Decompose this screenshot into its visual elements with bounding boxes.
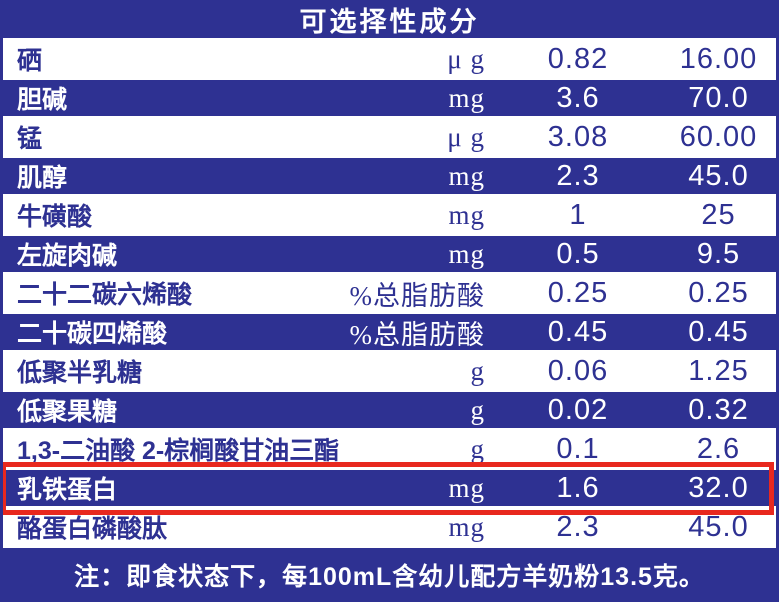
nutrient-value-1: 2.3 [556, 510, 600, 543]
nutrient-value-2: 2.6 [696, 432, 741, 465]
nutrient-value-2: 0.45 [688, 315, 749, 348]
nutrient-name: 二十二碳六烯酸 [17, 281, 193, 309]
nutrient-value-2: 45.0 [688, 510, 749, 543]
nutrient-name: 硒 [17, 47, 43, 75]
table-row: 胆碱 mg 3.6 70.0 [3, 80, 776, 116]
nutrient-unit: mg [448, 160, 485, 191]
nutrient-value-2: 0.25 [688, 276, 749, 309]
nutrient-value-1: 3.6 [556, 81, 600, 114]
nutrient-unit: g [470, 433, 485, 464]
nutrient-name: 胆碱 [17, 86, 68, 114]
nutrient-name: 牛磺酸 [17, 203, 93, 231]
nutrient-name: 锰 [17, 125, 43, 153]
nutrient-value-2: 32.0 [688, 471, 749, 504]
nutrient-value-1: 2.3 [556, 159, 600, 192]
nutrient-unit: mg [448, 238, 485, 269]
nutrient-unit: mg [448, 82, 485, 113]
table-row: 硒 μ g 0.82 16.00 [3, 41, 776, 77]
table-row: 乳铁蛋白 mg 1.6 32.0 [3, 470, 776, 506]
nutrient-value-2: 1.25 [688, 354, 749, 387]
nutrient-unit: %总脂肪酸 [349, 280, 485, 311]
nutrient-unit: mg [448, 511, 485, 542]
table-row: 酪蛋白磷酸肽 mg 2.3 45.0 [3, 509, 776, 545]
nutrient-value-1: 0.45 [547, 315, 609, 348]
nutrient-name: 低聚半乳糖 [17, 359, 143, 387]
nutrient-unit: mg [448, 199, 485, 230]
nutrient-unit: μ g [447, 121, 485, 152]
nutrient-value-2: 45.0 [688, 159, 749, 192]
nutrient-value-2: 9.5 [696, 237, 741, 270]
nutrient-name: 二十碳四烯酸 [17, 320, 168, 348]
nutrient-name: 肌醇 [17, 164, 68, 192]
nutrient-unit: %总脂肪酸 [349, 319, 485, 350]
table-row: 牛磺酸 mg 1 25 [3, 197, 776, 233]
table-row: 低聚半乳糖 g 0.06 1.25 [3, 353, 776, 389]
nutrient-name: 左旋肉碱 [17, 242, 118, 270]
table-row: 锰 μ g 3.08 60.00 [3, 119, 776, 155]
nutrient-unit: g [470, 355, 485, 386]
table-row: 1,3-二油酸 2-棕榈酸甘油三酯 g 0.1 2.6 [3, 431, 776, 467]
nutrient-value-1: 0.5 [556, 237, 600, 270]
table-row: 肌醇 mg 2.3 45.0 [3, 158, 776, 194]
nutrient-unit: mg [448, 472, 485, 503]
nutrient-name: 低聚果糖 [17, 398, 118, 426]
nutrient-value-1: 1.6 [556, 471, 600, 504]
nutrient-value-2: 60.00 [679, 120, 758, 153]
nutrient-name: 酪蛋白磷酸肽 [17, 515, 168, 543]
table-row: 二十二碳六烯酸 %总脂肪酸 0.25 0.25 [3, 275, 776, 311]
nutrient-name: 乳铁蛋白 [17, 476, 118, 504]
nutrient-value-1: 3.08 [547, 120, 609, 153]
table-row: 低聚果糖 g 0.02 0.32 [3, 392, 776, 428]
nutrient-value-1: 0.1 [556, 432, 600, 465]
nutrient-value-1: 0.02 [547, 393, 609, 426]
rows-container: 硒 μ g 0.82 16.00 胆碱 mg 3.6 70.0 锰 μ g 3.… [3, 41, 776, 545]
nutrient-value-1: 1 [569, 198, 587, 231]
nutrient-value-2: 25 [701, 198, 736, 231]
table-title: 可选择性成分 [3, 0, 776, 38]
nutrient-unit: g [470, 394, 485, 425]
nutrient-value-2: 0.32 [688, 393, 749, 426]
nutrient-value-1: 0.82 [547, 42, 609, 75]
table-row: 左旋肉碱 mg 0.5 9.5 [3, 236, 776, 272]
nutrient-value-2: 70.0 [688, 81, 749, 114]
nutrient-value-1: 0.25 [547, 276, 609, 309]
nutrient-value-1: 0.06 [547, 354, 609, 387]
table-row: 二十碳四烯酸 %总脂肪酸 0.45 0.45 [3, 314, 776, 350]
footnote: 注：即食状态下，每100mL含幼儿配方羊奶粉13.5克。 [3, 548, 776, 602]
nutrient-name: 1,3-二油酸 2-棕榈酸甘油三酯 [17, 437, 340, 465]
nutrient-value-2: 16.00 [679, 42, 758, 75]
nutrient-unit: μ g [447, 43, 485, 74]
